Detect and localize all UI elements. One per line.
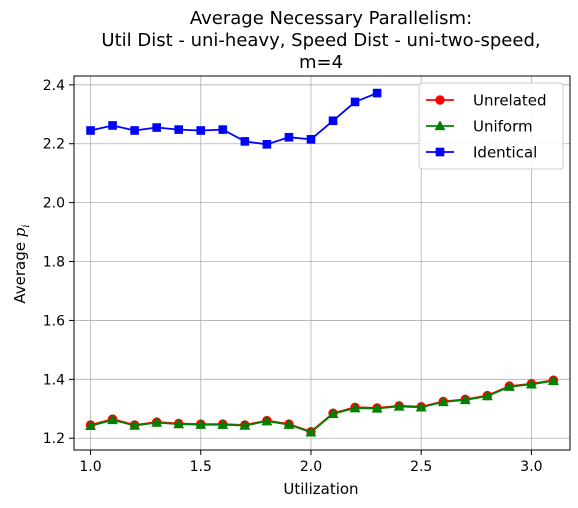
series-uniform [85,375,559,437]
y-axis-label: Average pi [11,224,32,303]
legend-label-uniform: Uniform [473,118,533,136]
y-tick-label: 1.8 [43,255,65,271]
data-point-identical [328,116,338,126]
axis-ticks: 1.0 1.5 2.0 2.5 3.0 1.2 1.4 1.6 1.8 2.0 2.2 2.4 [43,78,543,475]
data-point-uniform [283,419,295,429]
data-point-identical [262,140,272,149]
x-tick-label: 2.5 [410,459,432,475]
data-point-uniform [305,426,317,437]
data-point-uniform [151,416,163,427]
data-point-identical [86,126,95,135]
legend: Unrelated Uniform Identical [418,82,564,170]
data-point-identical [284,132,294,142]
data-point-uniform [261,415,273,426]
data-point-uniform [548,375,559,385]
y-axis-label-symbol: p [11,227,29,237]
legend-box [418,82,564,170]
legend-marker-unrelated [435,95,445,105]
chart-title: Average Necessary Parallelism: Util Dist… [101,8,540,73]
data-point-uniform [525,378,537,389]
data-point-identical [108,121,117,130]
data-point-identical [372,88,382,98]
data-point-uniform [327,408,339,418]
data-point-uniform [239,419,251,430]
x-tick-label: 1.0 [79,459,101,475]
data-point-uniform [349,402,361,413]
y-tick-label: 1.4 [43,372,65,388]
y-axis-label-subscript: i [21,224,32,227]
series-layer [85,88,559,437]
x-tick-label: 3.0 [520,459,542,475]
data-point-uniform [393,400,405,411]
y-tick-label: 1.6 [43,313,65,329]
data-point-uniform [415,401,427,412]
legend-label-identical: Identical [473,144,537,162]
data-point-uniform [217,419,229,429]
y-tick-label: 2.2 [43,137,65,153]
legend-marker-identical [435,147,445,157]
plot-frame [73,75,571,451]
chart-title-line-3: m=4 [299,52,343,73]
data-point-uniform [437,396,449,407]
legend-label-unrelated: Unrelated [473,92,547,110]
data-point-uniform [481,390,493,401]
series-line-uniform [90,379,554,434]
chart-title-line-1: Average Necessary Parallelism: [190,8,472,29]
data-point-identical [306,135,316,144]
y-tick-label: 2.4 [43,78,65,94]
data-point-identical [240,137,250,146]
data-point-identical [130,126,139,135]
data-point-uniform [85,420,96,431]
legend-marker-uniform [434,120,446,131]
series-identical [86,88,382,149]
data-point-identical [174,125,184,134]
y-axis-label-text: Average [11,242,29,304]
data-point-uniform [107,414,119,425]
data-point-uniform [195,419,207,429]
data-point-uniform [503,381,515,391]
x-axis-label: Utilization [283,480,358,498]
data-point-identical [152,123,161,132]
data-point-uniform [459,394,471,405]
x-tick-label: 1.5 [190,459,212,475]
data-point-uniform [129,419,141,430]
y-tick-label: 1.2 [43,431,65,447]
y-tick-label: 2.0 [43,196,65,212]
data-point-uniform [173,418,185,429]
x-tick-label: 2.0 [300,459,322,475]
data-point-identical [196,126,206,135]
data-point-identical [350,97,360,107]
data-point-uniform [371,402,383,413]
data-point-identical [218,125,228,134]
series-unrelated [85,375,559,437]
chart-title-line-2: Util Dist - uni-heavy, Speed Dist - uni-… [101,30,540,51]
